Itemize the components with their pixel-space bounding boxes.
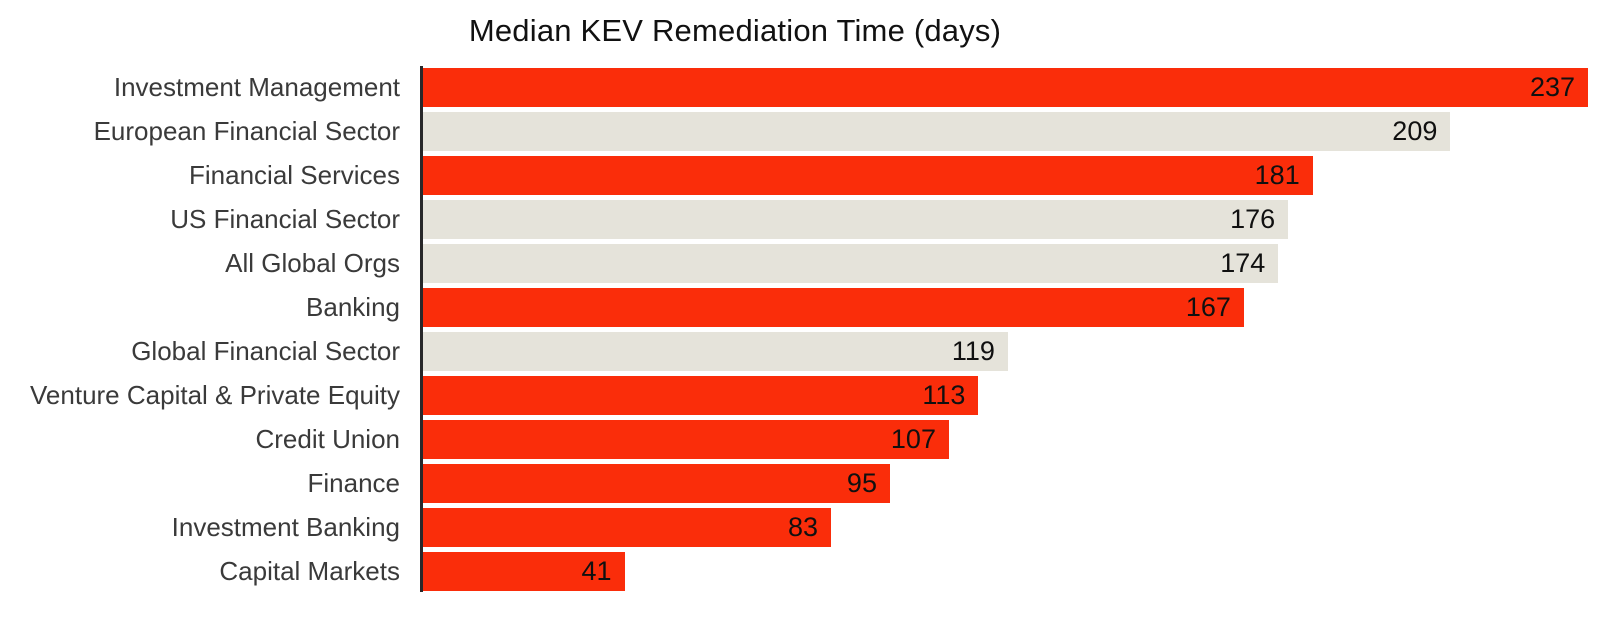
- bar[interactable]: 174: [423, 243, 1279, 283]
- bar-value-label: 83: [787, 511, 818, 542]
- chart-row: European Financial Sector 209: [0, 109, 1588, 153]
- chart-row: Banking 167: [0, 285, 1588, 329]
- category-label: Banking: [306, 291, 400, 322]
- plot-rows: Investment Management 237 European Finan…: [0, 65, 1588, 593]
- bar-value-label: 209: [1392, 115, 1438, 146]
- bar-track: 167: [423, 287, 1588, 327]
- chart-row: All Global Orgs 174: [0, 241, 1588, 285]
- bar-track: 83: [423, 507, 1588, 547]
- bar[interactable]: 167: [423, 287, 1244, 327]
- bar[interactable]: 107: [423, 419, 949, 459]
- bar-value-label: 174: [1220, 247, 1266, 278]
- category-label: European Financial Sector: [93, 115, 400, 146]
- category-label: All Global Orgs: [225, 247, 400, 278]
- category-label: Finance: [307, 467, 401, 498]
- bar[interactable]: 113: [423, 375, 979, 415]
- chart-title: Median KEV Remediation Time (days): [468, 13, 1002, 48]
- chart-row: Global Financial Sector 119: [0, 329, 1588, 373]
- bar-track: 119: [423, 331, 1588, 371]
- chart-row: Financial Services 181: [0, 153, 1588, 197]
- chart-row: Finance 95: [0, 461, 1588, 505]
- bar-value-label: 167: [1185, 291, 1231, 322]
- bar-track: 113: [423, 375, 1588, 415]
- bar[interactable]: 176: [423, 199, 1289, 239]
- bar-track: 107: [423, 419, 1588, 459]
- bar-value-label: 113: [922, 379, 966, 410]
- bar-value-label: 107: [890, 423, 936, 454]
- category-label: Venture Capital & Private Equity: [30, 379, 400, 410]
- chart-row: Venture Capital & Private Equity 113: [0, 373, 1588, 417]
- bar[interactable]: 209: [423, 111, 1451, 151]
- chart-row: Investment Management 237: [0, 65, 1588, 109]
- chart-row: Investment Banking 83: [0, 505, 1588, 549]
- chart-row: Capital Markets 41: [0, 549, 1588, 593]
- category-label: Financial Services: [189, 159, 400, 190]
- bar-value-label: 95: [846, 467, 877, 498]
- bar-track: 174: [423, 243, 1588, 283]
- chart-row: Credit Union 107: [0, 417, 1588, 461]
- bar[interactable]: 181: [423, 155, 1313, 195]
- bar-track: 237: [423, 67, 1588, 107]
- bar[interactable]: 119: [423, 331, 1008, 371]
- bar-value-label: 237: [1529, 71, 1575, 102]
- category-label: Global Financial Sector: [131, 335, 400, 366]
- category-label: Capital Markets: [219, 555, 400, 586]
- category-label: Credit Union: [255, 423, 400, 454]
- chart-row: US Financial Sector 176: [0, 197, 1588, 241]
- bar-track: 181: [423, 155, 1588, 195]
- bar-track: 95: [423, 463, 1588, 503]
- bar-track: 41: [423, 551, 1588, 591]
- bar-track: 209: [423, 111, 1588, 151]
- bar[interactable]: 83: [423, 507, 831, 547]
- bar[interactable]: 41: [423, 551, 625, 591]
- bar[interactable]: 237: [423, 67, 1588, 107]
- bar-track: 176: [423, 199, 1588, 239]
- bar-value-label: 119: [951, 335, 995, 366]
- bar-value-label: 41: [581, 555, 612, 586]
- category-label: Investment Management: [113, 71, 400, 102]
- bar-value-label: 176: [1230, 203, 1276, 234]
- y-axis-line: [420, 66, 423, 592]
- bar[interactable]: 95: [423, 463, 890, 503]
- category-label: Investment Banking: [171, 511, 400, 542]
- bar-value-label: 181: [1254, 159, 1300, 190]
- plot-area: Investment Management 237 European Finan…: [0, 65, 1600, 593]
- category-label: US Financial Sector: [170, 203, 400, 234]
